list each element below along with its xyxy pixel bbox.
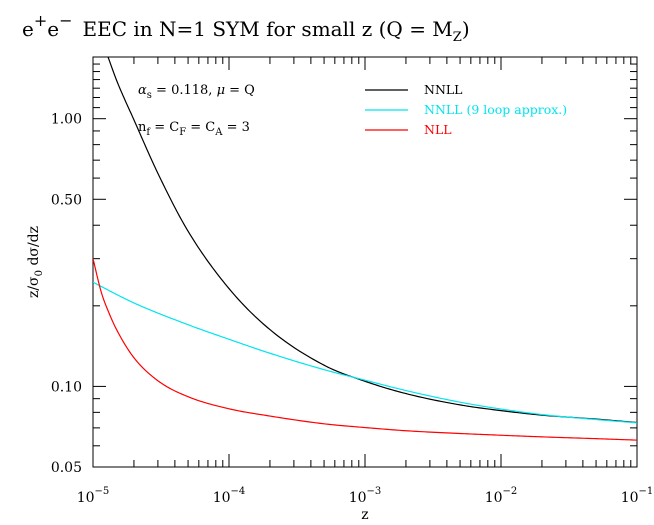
x-tick-base: 10: [213, 490, 231, 506]
annot-eq2: = C: [186, 120, 215, 135]
legend-label-nnll: NNLL: [424, 82, 462, 97]
y-label-a: z/σ: [26, 276, 42, 298]
x-tick-label: 10−3: [349, 486, 382, 506]
y-tick-label: 0.10: [51, 379, 82, 395]
x-tick-exp: −5: [95, 486, 110, 497]
title-main: EEC in N=1 SYM for small z (Q = M: [83, 17, 453, 41]
x-tick-base: 10: [77, 490, 95, 506]
title-minus: −: [59, 11, 72, 30]
annotation-alpha-mu: αs = 0.118, μ = Q: [138, 83, 255, 101]
y-tick-label: 0.05: [51, 460, 82, 476]
annot-alpha-rest: = 0.118,: [152, 83, 217, 98]
curve-nnll-9-loop: [93, 281, 637, 424]
x-ticks: [92, 57, 638, 467]
annot-a-sub: A: [214, 127, 223, 138]
y-label-b: dσ/dz: [26, 226, 42, 270]
curves: [93, 57, 637, 441]
x-axis-label: z: [361, 507, 368, 523]
x-tick-base: 10: [485, 490, 503, 506]
x-tick-label: 10−5: [77, 486, 110, 506]
annot-n: n: [138, 120, 147, 135]
x-tick-exp: −4: [231, 486, 246, 497]
x-tick-label: 10−2: [485, 486, 518, 506]
x-tick-exp: −2: [503, 486, 518, 497]
curve-nll: [93, 258, 637, 441]
chart-title: e+e− EEC in N=1 SYM for small z (Q = MZ): [22, 11, 470, 45]
annotation-colors: nf = CF = CA = 3: [138, 120, 250, 138]
annot-alpha: α: [138, 83, 147, 98]
y-tick-labels: 1.00 0.50 0.10 0.05: [51, 112, 82, 476]
x-tick-label: 10−4: [213, 486, 246, 506]
x-tick-base: 10: [349, 490, 367, 506]
annot-mu: μ: [217, 83, 225, 98]
title-e2: e: [47, 17, 59, 41]
y-ticks: [93, 56, 637, 468]
legend-label-nll: NLL: [424, 122, 452, 137]
x-tick-label: 10−1: [621, 486, 654, 506]
x-tick-exp: −3: [367, 486, 382, 497]
y-tick-label: 1.00: [51, 112, 82, 128]
legend-label-nnll9: NNLL (9 loop approx.): [424, 102, 567, 117]
x-tick-base: 10: [621, 490, 639, 506]
annot-eq1: = C: [150, 120, 179, 135]
y-tick-label: 0.50: [51, 192, 82, 208]
annot-mu-rest: = Q: [225, 83, 255, 98]
annot-f-sub: F: [179, 127, 186, 138]
y-axis-label: z/σ0 dσ/dz: [26, 226, 45, 298]
annot-alpha-sub: s: [147, 90, 152, 101]
curve-nnll: [107, 57, 637, 424]
y-label-sub: 0: [34, 270, 45, 276]
title-e1: e: [22, 17, 34, 41]
title-sub: Z: [453, 30, 462, 45]
annot-n-sub: f: [146, 127, 151, 138]
annot-eq3: = 3: [222, 120, 249, 135]
legend: NNLL NNLL (9 loop approx.) NLL: [365, 82, 567, 137]
plot-frame: [92, 56, 638, 468]
title-plus: +: [34, 11, 47, 30]
title-close: ): [462, 17, 470, 41]
x-tick-exp: −1: [639, 486, 654, 497]
x-tick-labels: 10−5 10−4 10−3 10−2 10−1: [77, 486, 654, 506]
